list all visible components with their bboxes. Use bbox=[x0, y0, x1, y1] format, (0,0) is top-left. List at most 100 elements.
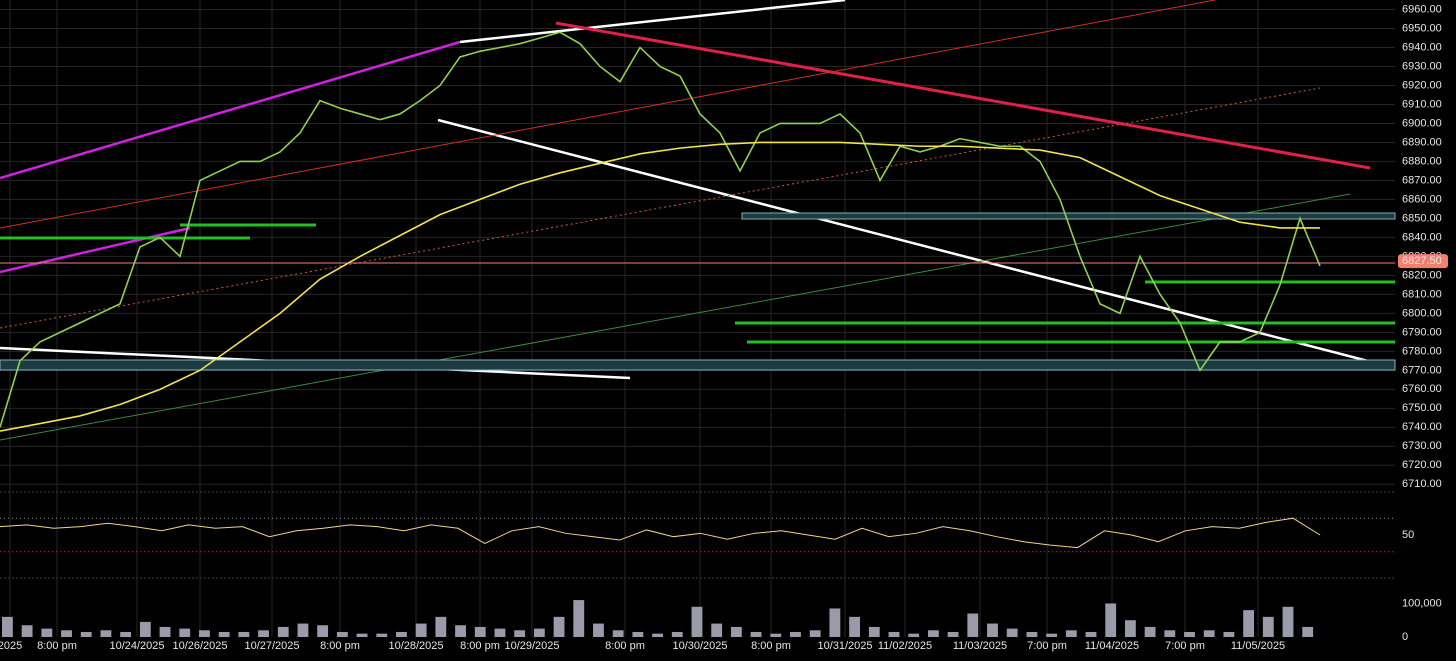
y-tick-label: 6900.00 bbox=[1402, 117, 1442, 129]
x-tick-label: 8:00 pm bbox=[37, 640, 77, 652]
x-tick-label: 7:00 pm bbox=[1027, 640, 1067, 652]
volume-bar bbox=[691, 606, 703, 637]
y-tick-label: 6810.00 bbox=[1402, 288, 1442, 300]
y-tick-label: 6910.00 bbox=[1402, 98, 1442, 110]
volume-bar bbox=[1282, 606, 1294, 637]
volume-bar bbox=[1046, 633, 1058, 637]
volume-bar bbox=[947, 631, 959, 637]
x-tick-label: 8:00 pm bbox=[460, 640, 500, 652]
y-tick-label: 6870.00 bbox=[1402, 174, 1442, 186]
volume-bar bbox=[1262, 616, 1274, 637]
volume-bar bbox=[1065, 630, 1077, 637]
volume-bar bbox=[61, 630, 72, 637]
x-tick-label: 10/31/2025 bbox=[817, 640, 872, 652]
channel-line bbox=[0, 87, 1321, 329]
price-line bbox=[0, 31, 1321, 428]
volume-bar bbox=[1006, 628, 1018, 637]
y-tick-label: 6920.00 bbox=[1402, 79, 1442, 91]
volume-bar bbox=[455, 625, 466, 637]
volume-bar bbox=[612, 630, 624, 637]
zone bbox=[0, 359, 1396, 371]
grid bbox=[0, 0, 1395, 637]
y-tick-label: 6760.00 bbox=[1402, 383, 1442, 395]
volume-bar bbox=[1302, 626, 1314, 637]
x-tick-label: 8:00 pm bbox=[320, 640, 360, 652]
volume-bar bbox=[671, 631, 683, 637]
volume-bar bbox=[514, 630, 526, 637]
volume-bar bbox=[2, 616, 13, 637]
volume-bar bbox=[730, 626, 742, 637]
last-price-tag bbox=[1398, 254, 1448, 269]
volume-bar bbox=[533, 628, 545, 637]
last-price-label: 6827.50 bbox=[1402, 255, 1442, 267]
volume-bar bbox=[829, 608, 841, 637]
y-tick-label: 6800.00 bbox=[1402, 307, 1442, 319]
volume-bar bbox=[100, 630, 112, 637]
volume-bar bbox=[159, 626, 171, 637]
trendline bbox=[437, 118, 1396, 370]
volume-bar bbox=[218, 631, 230, 637]
y-tick-label: 6790.00 bbox=[1402, 326, 1442, 338]
volume-bar bbox=[927, 630, 939, 637]
x-tick-label: 11/04/2025 bbox=[1085, 640, 1139, 652]
volume-bar bbox=[711, 623, 723, 637]
volume-bar bbox=[1223, 631, 1235, 637]
y-tick-label: 6950.00 bbox=[1402, 22, 1442, 34]
x-tick-label: 11/03/2025 bbox=[953, 640, 1007, 652]
y-tick-label: 6850.00 bbox=[1402, 212, 1442, 224]
y-tick-label: 6840.00 bbox=[1402, 231, 1442, 243]
volume-bar bbox=[41, 628, 53, 637]
x-tick-label: 11/02/2025 bbox=[878, 640, 932, 652]
y-tick-label: 6770.00 bbox=[1402, 364, 1442, 376]
y-tick-label: 100,000 bbox=[1402, 597, 1442, 609]
x-tick-label: 10/28/2025 bbox=[388, 640, 443, 652]
volume-bar bbox=[376, 633, 388, 637]
trendline bbox=[0, 40, 461, 180]
zone bbox=[741, 212, 1396, 220]
x-tick-label: 8:00 pm bbox=[751, 640, 791, 652]
volume-bar bbox=[1124, 620, 1136, 637]
volume-bar bbox=[770, 633, 782, 637]
volume-bar bbox=[1243, 610, 1255, 637]
rsi-line bbox=[0, 517, 1321, 549]
x-tick-label: 10/24/2025 bbox=[109, 640, 164, 652]
volume-bar bbox=[396, 631, 407, 637]
volume-bar bbox=[1085, 631, 1097, 637]
x-tick-label: 10/27/2025 bbox=[244, 640, 299, 652]
y-tick-label: 6860.00 bbox=[1402, 193, 1442, 205]
volume-bar bbox=[258, 630, 269, 637]
channel-line bbox=[0, 193, 1351, 441]
volume-bar bbox=[553, 616, 565, 637]
y-tick-label: 6740.00 bbox=[1402, 421, 1442, 433]
channel-line bbox=[0, 0, 1216, 229]
volume-bar bbox=[317, 625, 329, 637]
volume-bar bbox=[1105, 603, 1117, 637]
x-tick-label: 8:00 pm bbox=[605, 640, 645, 652]
volume-bar bbox=[632, 631, 644, 637]
volume-bar bbox=[1203, 630, 1215, 637]
volume-bar bbox=[356, 633, 368, 637]
y-tick-label: 6890.00 bbox=[1402, 136, 1442, 148]
volume-bar bbox=[790, 631, 801, 637]
volume-bar bbox=[593, 623, 604, 637]
volume-bar bbox=[1026, 631, 1038, 637]
y-tick-label: 6780.00 bbox=[1402, 345, 1442, 357]
volume-bar bbox=[849, 616, 860, 637]
x-tick-label: 2025 bbox=[0, 640, 22, 652]
volume-bar bbox=[573, 600, 585, 637]
volume-bar bbox=[277, 626, 289, 637]
volume-bar bbox=[238, 631, 250, 637]
y-tick-label: 6960.00 bbox=[1402, 3, 1442, 15]
volume-bar bbox=[868, 626, 880, 637]
price-line bbox=[0, 141, 1320, 432]
x-tick-label: 7:00 pm bbox=[1165, 640, 1205, 652]
volume-bar bbox=[967, 613, 979, 637]
y-tick-label: 0 bbox=[1402, 631, 1408, 643]
y-tick-label: 6710.00 bbox=[1402, 478, 1442, 490]
y-tick-label: 6720.00 bbox=[1402, 459, 1442, 471]
x-tick-label: 10/26/2025 bbox=[172, 640, 227, 652]
y-tick-label: 50 bbox=[1402, 529, 1414, 541]
drawings bbox=[0, 0, 1396, 441]
y-tick-label: 6940.00 bbox=[1402, 41, 1442, 53]
